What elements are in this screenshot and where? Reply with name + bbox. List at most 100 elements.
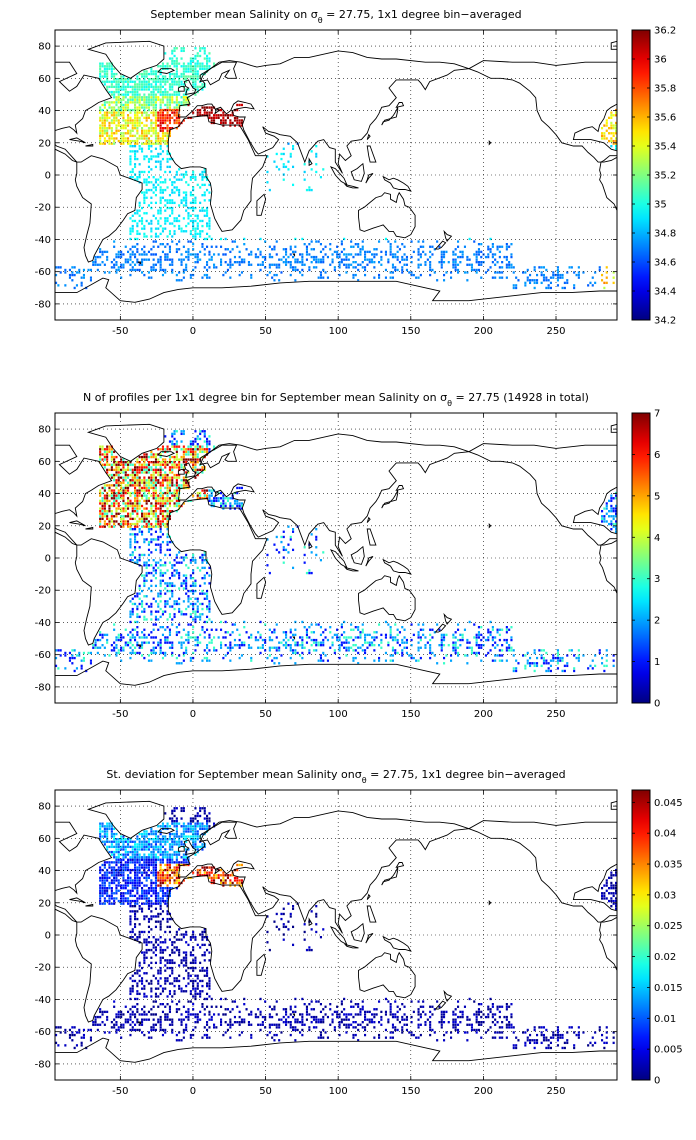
data-cell [147,515,151,518]
data-cell [134,502,137,505]
data-cell [117,266,120,269]
data-cell [117,633,120,637]
data-cell [394,651,397,655]
data-cell [159,114,162,117]
data-cell [338,273,341,277]
data-cell [154,263,158,266]
data-cell [175,600,178,603]
data-cell [136,121,139,125]
data-cell [115,636,118,639]
data-cell [122,103,125,107]
y-tick-label: 20 [38,138,51,149]
data-cell [141,106,144,109]
data-cell [115,461,118,464]
data-cell [171,432,174,436]
data-cell [529,656,532,660]
data-cell [110,649,113,652]
data-cell [138,96,141,99]
data-cell [101,448,104,451]
data-cell [194,230,197,233]
data-cell [312,248,316,251]
data-cell [101,65,104,68]
data-cell [159,486,162,490]
data-cell [124,473,127,477]
data-cell [101,250,104,254]
data-cell [312,631,316,634]
data-cell [55,281,58,285]
data-cell [96,255,99,259]
data-cell [203,448,206,451]
data-cell [364,253,367,256]
data-cell [178,219,181,223]
data-cell [154,564,158,567]
data-cell [164,510,167,513]
data-cell [134,479,137,482]
data-cell [147,838,151,841]
data-cell [275,165,278,169]
data-cell [175,106,178,109]
data-cell [147,160,151,163]
data-cell [113,139,116,143]
data-cell [161,181,165,184]
data-cell [526,268,529,272]
data-cell [178,597,181,600]
data-cell [101,517,104,521]
data-cell [166,602,169,606]
data-cell [182,191,185,194]
data-cell [319,243,323,246]
data-cell [217,636,220,639]
data-cell [366,258,369,261]
data-cell [178,85,181,89]
data-cell [203,209,206,212]
data-cell [161,458,165,461]
data-cell [208,582,211,585]
data-cell [108,463,111,466]
data-cell [150,101,153,104]
data-cell [208,65,211,68]
data-cell [271,276,274,279]
data-cell [273,263,276,266]
data-cell [152,840,155,843]
data-cell [199,809,202,813]
data-cell [364,268,367,272]
data-cell [147,543,151,546]
data-cell [159,569,162,572]
data-cell [159,825,162,828]
data-cell [147,528,151,531]
data-cell [180,261,183,264]
data-cell [157,835,160,838]
data-cell [603,286,606,290]
data-cell [120,134,123,138]
data-cell [178,194,181,197]
y-tick-label: -60 [35,650,51,661]
data-cell [113,641,116,644]
data-cell [129,613,132,616]
data-cell [491,243,494,246]
data-cell [141,458,144,461]
data-cell [138,106,141,109]
data-cell [106,825,109,828]
data-cell [129,121,132,125]
data-cell [308,636,311,639]
data-cell [152,476,155,479]
data-cell [185,638,188,642]
data-cell [208,820,211,823]
data-cell [199,65,202,68]
data-cell [138,119,141,122]
data-cell [185,553,188,557]
data-cell [157,517,160,521]
data-cell [175,458,178,461]
data-cell [150,70,153,73]
data-cell [438,261,441,264]
data-cell [238,261,241,264]
data-cell [71,279,74,282]
data-cell [141,121,144,125]
data-cell [166,626,169,629]
data-cell [175,502,178,505]
data-cell [305,248,309,251]
data-cell [138,85,141,89]
data-cell [166,142,169,145]
coastline-greenlandE [610,40,617,50]
data-cell [233,502,237,505]
data-cell [154,160,158,163]
